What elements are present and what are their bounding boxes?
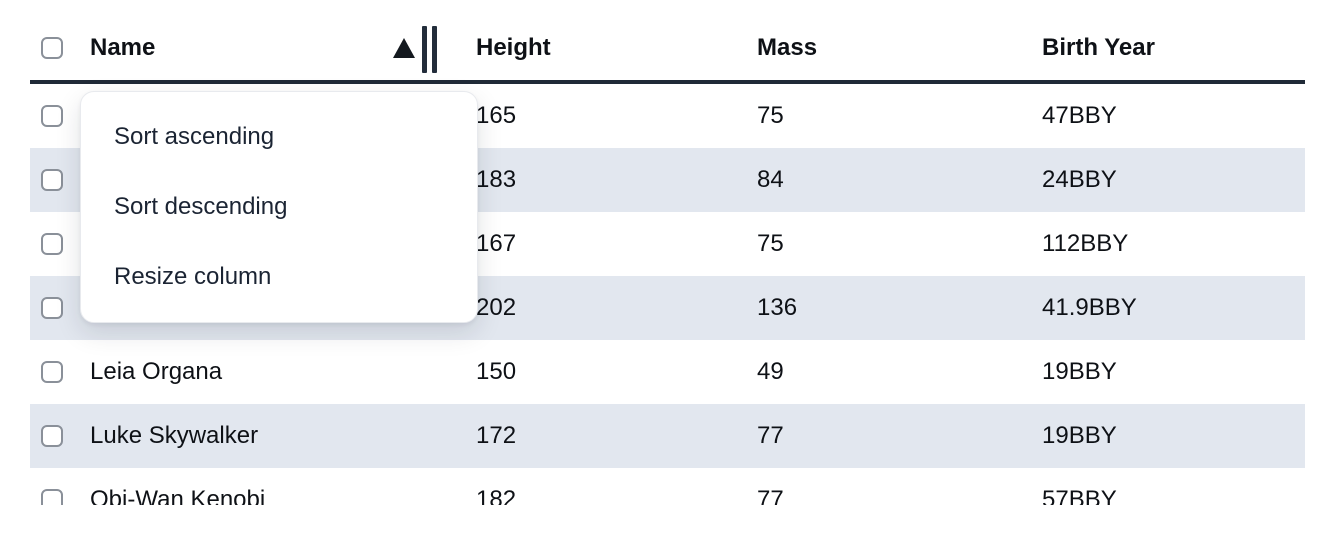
column-context-menu: Sort ascending Sort descending Resize co… — [80, 91, 478, 323]
column-header-mass-label: Mass — [757, 34, 818, 61]
row-checkbox[interactable] — [41, 361, 63, 383]
row-checkbox[interactable] — [41, 233, 63, 255]
select-all-checkbox[interactable] — [41, 37, 63, 59]
height-cell: 182 — [476, 486, 517, 505]
row-checkbox[interactable] — [41, 297, 63, 319]
table-row: Leia Organa 150 49 19BBY — [30, 340, 1305, 404]
name-cell: Obi-Wan Kenobi — [90, 486, 266, 505]
column-header-mass[interactable]: Mass — [741, 0, 1026, 80]
mass-cell: 49 — [757, 358, 784, 385]
row-checkbox[interactable] — [41, 489, 63, 505]
birth-year-cell: 24BBY — [1042, 166, 1117, 193]
birth-year-cell: 47BBY — [1042, 102, 1117, 129]
column-header-height[interactable]: Height — [460, 0, 741, 80]
mass-cell: 75 — [757, 102, 784, 129]
height-cell: 150 — [476, 358, 517, 385]
menu-item-resize-column[interactable]: Resize column — [114, 263, 272, 290]
mass-cell: 75 — [757, 230, 784, 257]
birth-year-cell: 57BBY — [1042, 486, 1117, 505]
birth-year-cell: 112BBY — [1042, 230, 1129, 257]
table-scroll-area: Name Height Mass Birth Year — [30, 0, 1305, 505]
mass-cell: 77 — [757, 422, 784, 449]
height-cell: 165 — [476, 102, 517, 129]
birth-year-cell: 19BBY — [1042, 422, 1117, 449]
column-header-name[interactable]: Name — [78, 0, 460, 80]
menu-item-sort-descending[interactable]: Sort descending — [114, 193, 288, 220]
table-header: Name Height Mass Birth Year — [30, 0, 1305, 84]
height-cell: 202 — [476, 294, 517, 321]
mass-cell: 84 — [757, 166, 784, 193]
table-row: Luke Skywalker 172 77 19BBY — [30, 404, 1305, 468]
menu-item-sort-ascending[interactable]: Sort ascending — [114, 123, 275, 150]
mass-cell: 136 — [757, 294, 798, 321]
name-cell: Leia Organa — [90, 358, 223, 385]
height-cell: 172 — [476, 422, 517, 449]
column-header-birth-year[interactable]: Birth Year — [1026, 0, 1305, 80]
row-checkbox[interactable] — [41, 105, 63, 127]
mass-cell: 77 — [757, 486, 784, 505]
height-cell: 167 — [476, 230, 517, 257]
birth-year-cell: 19BBY — [1042, 358, 1117, 385]
row-checkbox[interactable] — [41, 169, 63, 191]
name-cell: Luke Skywalker — [90, 422, 259, 449]
birth-year-cell: 41.9BBY — [1042, 294, 1137, 321]
select-all-cell — [30, 0, 78, 80]
column-resize-handle-icon[interactable] — [422, 26, 437, 73]
height-cell: 183 — [476, 166, 517, 193]
column-header-birth-year-label: Birth Year — [1042, 34, 1155, 61]
column-header-height-label: Height — [476, 34, 551, 61]
row-checkbox[interactable] — [41, 425, 63, 447]
column-header-name-label: Name — [90, 34, 156, 61]
table-row: Obi-Wan Kenobi 182 77 57BBY — [30, 468, 1305, 505]
sort-ascending-icon — [393, 38, 415, 58]
